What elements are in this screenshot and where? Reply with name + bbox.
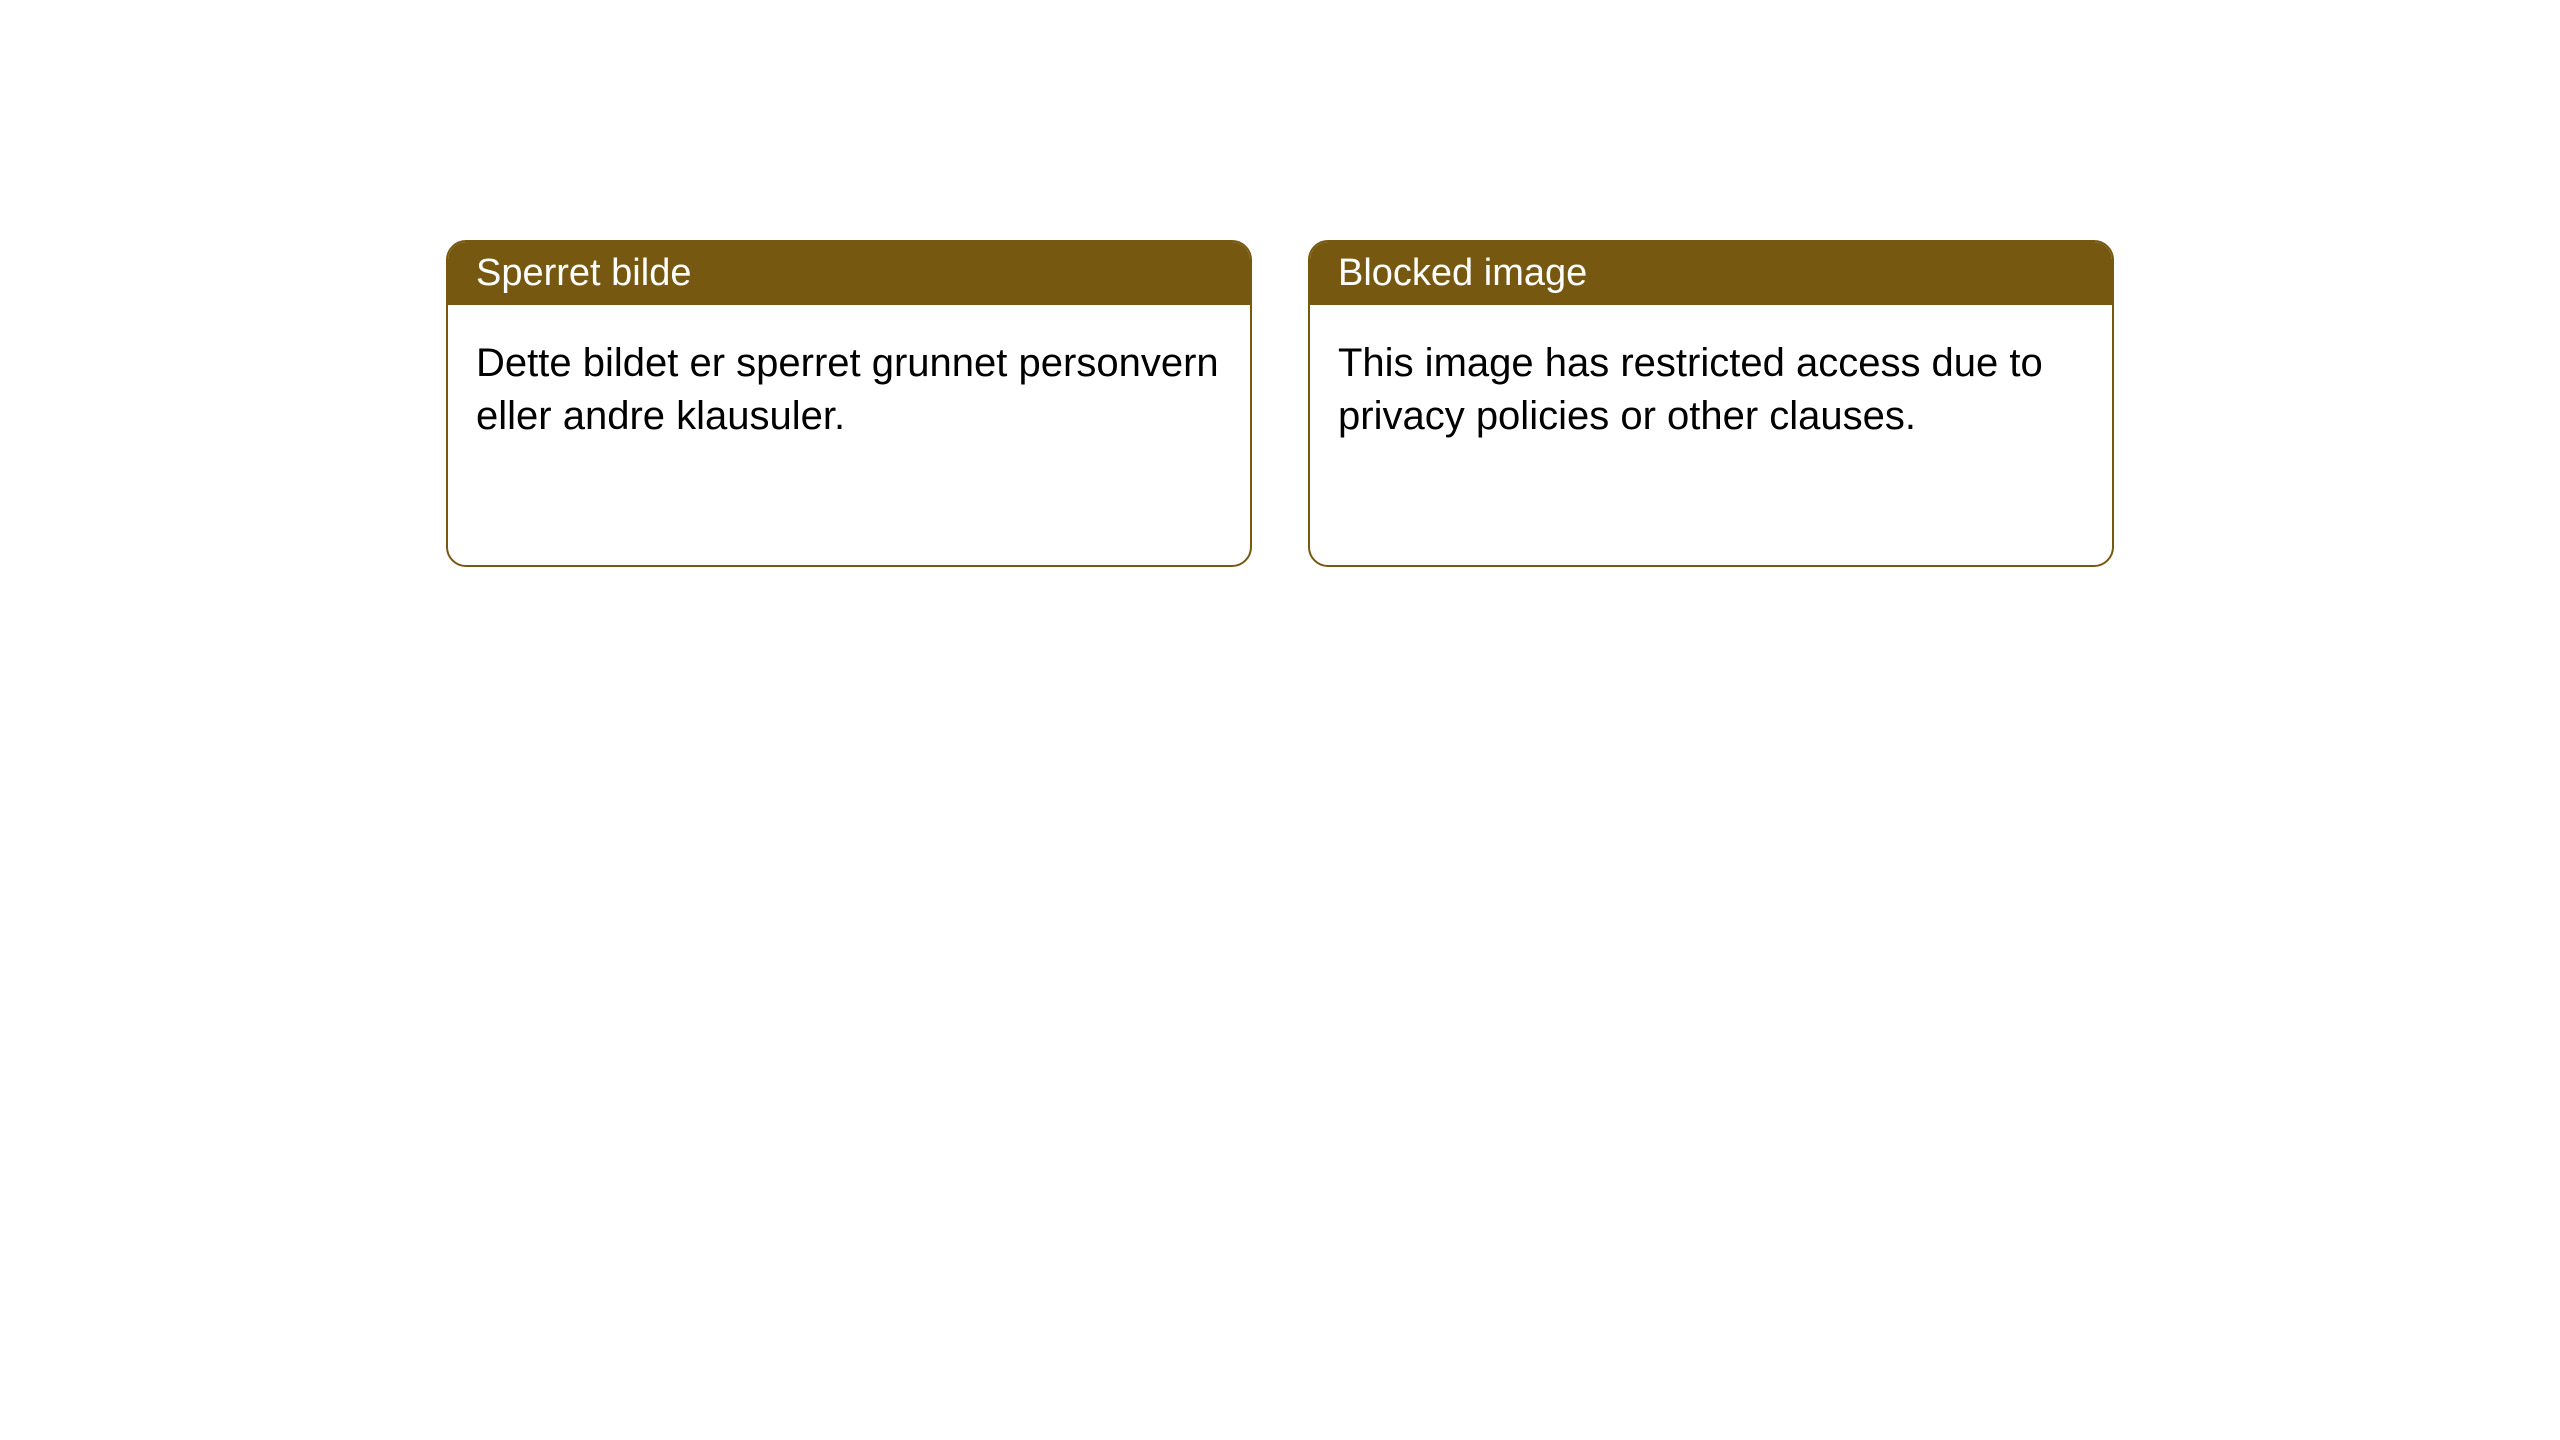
notice-title-english: Blocked image: [1310, 242, 2112, 305]
notice-body-norwegian: Dette bildet er sperret grunnet personve…: [448, 305, 1250, 565]
notice-body-english: This image has restricted access due to …: [1310, 305, 2112, 565]
notice-container: Sperret bilde Dette bildet er sperret gr…: [0, 0, 2560, 567]
notice-card-norwegian: Sperret bilde Dette bildet er sperret gr…: [446, 240, 1252, 567]
notice-card-english: Blocked image This image has restricted …: [1308, 240, 2114, 567]
notice-title-norwegian: Sperret bilde: [448, 242, 1250, 305]
